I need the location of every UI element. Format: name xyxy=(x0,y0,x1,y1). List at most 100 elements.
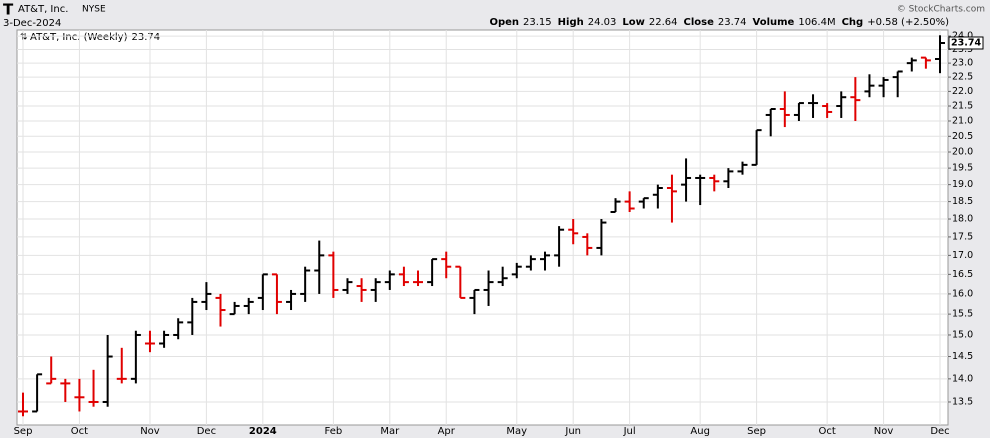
y-tick-label: 19.0 xyxy=(952,179,973,190)
ohlc-bar xyxy=(836,91,847,118)
ohlc-bar xyxy=(159,330,170,348)
x-tick-label: Aug xyxy=(690,426,710,437)
y-tick-label: 21.5 xyxy=(952,101,973,112)
y-tick-label: 14.0 xyxy=(952,373,973,384)
ohlc-bar xyxy=(808,94,819,118)
header-label: Close xyxy=(684,17,715,28)
x-tick-label: May xyxy=(506,426,527,437)
ohlc-bar xyxy=(60,378,71,402)
ohlc-bar xyxy=(300,266,311,302)
y-tick-label: 17.5 xyxy=(952,231,973,242)
legend: AT&T, Inc. (Weekly) 23.74 xyxy=(30,32,160,43)
last-price-label: 23.74 xyxy=(951,37,981,48)
date: 3-Dec-2024 xyxy=(3,18,61,29)
ohlc-bar xyxy=(596,219,607,256)
ohlc-bar xyxy=(497,266,508,287)
ohlc-bar xyxy=(539,251,550,271)
ohlc-bar xyxy=(102,334,113,407)
x-tick-label: Dec xyxy=(197,426,216,437)
y-tick-label: 24.0 xyxy=(952,31,973,42)
ohlc-bar xyxy=(779,91,790,128)
plot-area xyxy=(16,29,949,426)
x-tick-label: Jun xyxy=(564,426,581,437)
y-tick-label: 15.0 xyxy=(952,329,973,340)
ohlc-bar xyxy=(441,251,452,279)
ohlc-bar xyxy=(751,129,762,166)
ohlc-bar xyxy=(850,77,861,121)
chart-title: AT&T, Inc. xyxy=(18,4,68,15)
ohlc-bar xyxy=(384,270,395,290)
ohlc-bar xyxy=(666,174,677,223)
ohlc-bar xyxy=(652,184,663,209)
ohlc-bar xyxy=(215,293,226,327)
ohlc-bar xyxy=(554,226,565,267)
ohlc-bar xyxy=(723,168,734,188)
header-value: 24.03 xyxy=(588,17,617,28)
ohlc-bar xyxy=(257,273,268,311)
ohlc-bar xyxy=(892,70,903,98)
x-tick-label: Sep xyxy=(14,426,33,437)
y-tick-label: 13.5 xyxy=(952,396,973,407)
header-value: 106.4M xyxy=(798,17,835,28)
ohlc-bar xyxy=(822,103,833,118)
x-tick-label: Apr xyxy=(438,426,456,437)
y-tick-label: 17.0 xyxy=(952,250,973,261)
exchange: NYSE xyxy=(82,5,106,15)
symbol: T xyxy=(3,1,14,19)
y-tick-label: 16.0 xyxy=(952,288,973,299)
ohlc-bar xyxy=(525,255,536,271)
x-tick-label: Oct xyxy=(818,426,835,437)
x-tick-label: Nov xyxy=(140,426,160,437)
ohlc-bar xyxy=(935,35,945,74)
ohlc-bar xyxy=(370,278,381,302)
ohlc-bar xyxy=(624,191,635,212)
ohlc-bar xyxy=(864,74,875,98)
ohlc-bar xyxy=(173,318,184,340)
header-label: Low xyxy=(622,17,644,28)
y-tick-label: 20.5 xyxy=(952,131,973,142)
ohlc-bar xyxy=(483,270,494,306)
header-label: Open xyxy=(489,17,519,28)
header-label: High xyxy=(558,17,584,28)
header-value: 23.15 xyxy=(523,17,552,28)
x-tick-label: Feb xyxy=(325,426,343,437)
ohlc-bar xyxy=(469,288,480,315)
ohlc-bar xyxy=(709,174,720,192)
y-tick-label: 18.5 xyxy=(952,196,973,207)
header-value: 23.74 xyxy=(718,17,747,28)
price-header: Open 23.15 High 24.03 Low 22.64 Close 23.74 Volu… xyxy=(489,17,949,28)
ohlc-bar xyxy=(878,77,889,98)
ohlc-bar xyxy=(765,107,776,137)
last-price-box xyxy=(948,36,984,50)
legend-icon: ⇅ xyxy=(20,33,28,43)
ohlc-bar xyxy=(695,174,706,206)
ohlc-bar xyxy=(342,278,353,294)
y-tick-label: 20.0 xyxy=(952,147,973,158)
ohlc-bar xyxy=(413,270,424,287)
header-value: 22.64 xyxy=(649,17,678,28)
ohlc-bar xyxy=(144,330,155,353)
ohlc-bar xyxy=(116,347,127,384)
header-label: Chg xyxy=(842,17,864,28)
ohlc-bar xyxy=(511,262,522,279)
ohlc-bar xyxy=(18,392,28,417)
ohlc-bar xyxy=(130,330,141,384)
x-tick-label: Nov xyxy=(874,426,894,437)
y-tick-label: 22.5 xyxy=(952,72,973,83)
ohlc-bar xyxy=(314,240,325,294)
ohlc-bar xyxy=(74,378,85,412)
ohlc-bar xyxy=(328,251,339,298)
header-value: +0.58 (+2.50%) xyxy=(867,17,949,28)
ohlc-bar xyxy=(187,297,198,335)
ohlc-bar xyxy=(286,289,297,311)
x-tick-label: Oct xyxy=(71,426,88,437)
ohlc-bar xyxy=(737,161,748,175)
ohlc-bar xyxy=(271,273,282,315)
x-tick-label: Sep xyxy=(747,426,766,437)
y-tick-label: 19.5 xyxy=(952,163,973,174)
ohlc-bar xyxy=(398,266,409,287)
ohlc-bar xyxy=(568,219,579,245)
copyright: © StockCharts.com xyxy=(897,5,985,15)
ohlc-bar xyxy=(88,369,99,407)
